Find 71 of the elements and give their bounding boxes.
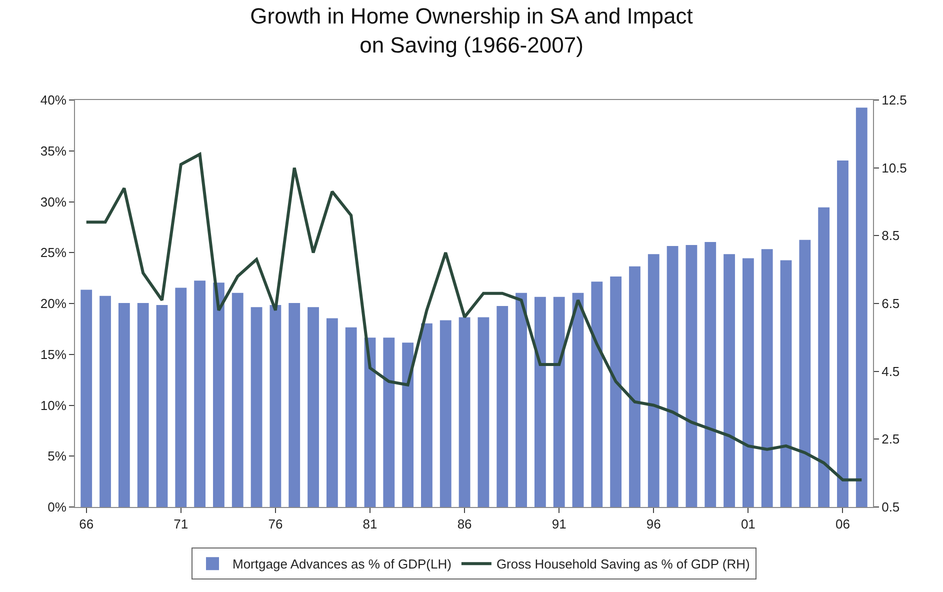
- x-tick-label: 96: [646, 516, 661, 532]
- chart-title: Growth in Home Ownership in SA and Impact on Saving (1966-2007): [250, 4, 693, 58]
- x-tick-label: 01: [740, 516, 756, 532]
- bar: [250, 307, 262, 507]
- x-tick-label: 66: [79, 516, 94, 532]
- bar: [440, 320, 452, 507]
- bar: [402, 342, 414, 507]
- bar: [100, 296, 111, 507]
- bar: [175, 288, 187, 507]
- bar: [629, 266, 640, 507]
- bar: [213, 282, 224, 507]
- bar: [326, 318, 338, 507]
- bar: [648, 254, 660, 507]
- bar: [799, 240, 811, 507]
- y-tick-label: 15%: [40, 346, 67, 362]
- y-tick-label: 0%: [48, 500, 67, 515]
- y2-tick-label: 8.5: [882, 228, 900, 244]
- bar: [194, 280, 206, 507]
- y2-tick-label: 12.5: [882, 92, 907, 108]
- bar: [780, 260, 792, 507]
- bar: [742, 258, 754, 507]
- bar: [818, 207, 830, 507]
- bar: [156, 305, 168, 507]
- legend-label: Mortgage Advances as % of GDP(LH): [232, 556, 452, 572]
- bar: [288, 303, 300, 507]
- x-tick-label: 71: [174, 516, 188, 532]
- y-tick-label: 35%: [40, 143, 67, 158]
- y2-tick-label: 4.5: [882, 364, 900, 379]
- bar: [572, 292, 584, 507]
- x-tick-label: 76: [268, 516, 283, 532]
- y-tick-label: 30%: [40, 194, 67, 210]
- y2-tick-label: 6.5: [882, 296, 900, 312]
- bar: [553, 296, 565, 507]
- y-tick-label: 20%: [40, 296, 67, 312]
- y-tick-label: 25%: [40, 245, 67, 260]
- y-tick-label: 40%: [40, 92, 67, 108]
- bar: [421, 323, 432, 507]
- bar: [591, 282, 603, 507]
- bar: [761, 249, 773, 507]
- bar: [496, 306, 508, 507]
- y-tick-label: 5%: [48, 448, 67, 464]
- bar: [308, 307, 319, 507]
- bar: [686, 245, 698, 507]
- bar: [270, 305, 282, 507]
- y2-tick-label: 10.5: [882, 160, 907, 176]
- bar: [478, 317, 490, 507]
- bar: [610, 276, 622, 507]
- bar: [516, 292, 527, 507]
- x-tick-label: 86: [457, 516, 472, 532]
- bar: [137, 303, 149, 507]
- y-tick-label: 10%: [40, 398, 67, 413]
- bar: [837, 160, 848, 507]
- bar: [364, 338, 376, 507]
- bar: [534, 296, 546, 507]
- legend-label: Gross Household Saving as % of GDP (RH): [496, 556, 750, 572]
- x-tick-label: 81: [362, 516, 378, 532]
- bar: [666, 246, 678, 507]
- bar: [724, 254, 735, 507]
- bar: [458, 317, 470, 507]
- bar: [118, 303, 130, 507]
- x-tick-label: 91: [552, 516, 566, 532]
- bar: [232, 292, 244, 507]
- bar: [345, 327, 357, 507]
- y2-tick-label: 0.5: [882, 500, 900, 515]
- line-series: [84, 152, 864, 482]
- bar: [856, 108, 868, 507]
- bar: [383, 338, 395, 507]
- y2-tick-label: 2.5: [882, 432, 900, 447]
- bar: [704, 242, 716, 507]
- x-tick-label: 06: [836, 516, 850, 532]
- bar: [80, 290, 92, 507]
